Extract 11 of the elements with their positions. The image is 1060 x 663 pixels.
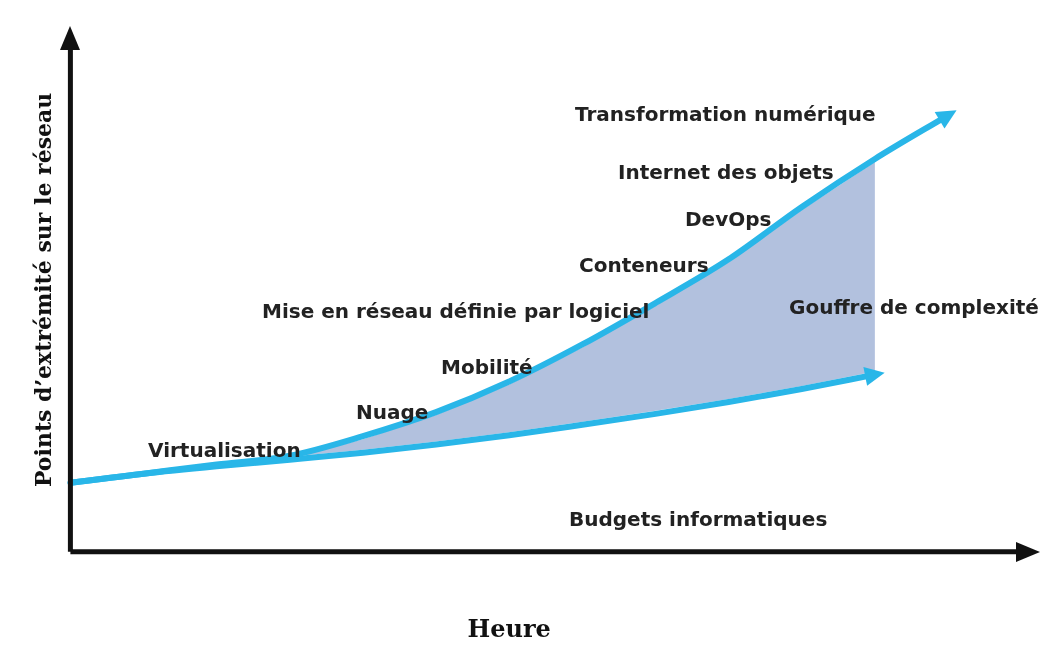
annotation: Gouffre de complexité: [789, 295, 1039, 320]
annotation: Budgets informatiques: [569, 507, 828, 532]
annotation: Mobilité: [441, 355, 533, 380]
annotation: Transformation numérique: [575, 102, 876, 127]
annotation: Conteneurs: [579, 253, 709, 278]
x-axis-title: Heure: [467, 613, 551, 643]
y-axis-title: Points d’extrémité sur le réseau: [29, 92, 56, 488]
annotation: Nuage: [356, 400, 429, 425]
annotation: Virtualisation: [148, 438, 301, 463]
annotation: DevOps: [685, 207, 772, 232]
annotation: Internet des objets: [618, 160, 834, 185]
